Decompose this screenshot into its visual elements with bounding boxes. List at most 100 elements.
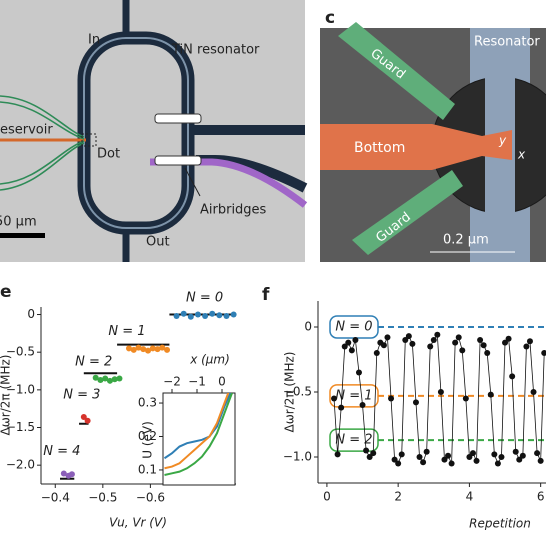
reference-label: N = 0 — [335, 320, 372, 335]
inset-lines — [163, 393, 233, 476]
guard — [352, 170, 463, 255]
point — [135, 344, 142, 351]
y-tick-label: −1.0 — [283, 450, 312, 464]
resonator-center — [83, 37, 189, 229]
label: Dot — [97, 147, 120, 162]
point — [405, 333, 412, 340]
scale-label: 0.2 μm — [443, 233, 489, 248]
point — [416, 454, 423, 460]
point — [445, 452, 452, 459]
line — [164, 393, 230, 470]
point — [441, 456, 448, 463]
point — [209, 310, 216, 317]
point — [412, 399, 419, 406]
arrow — [184, 167, 201, 197]
point — [427, 343, 434, 350]
point — [92, 374, 99, 381]
y-tick-label: −0.5 — [6, 345, 35, 359]
point — [159, 344, 166, 351]
point — [223, 313, 230, 320]
airbridge — [154, 113, 202, 124]
y-axis-label: Δωr/2π (MHz) — [283, 352, 297, 433]
point — [516, 456, 523, 463]
point — [477, 337, 484, 343]
point — [452, 339, 459, 346]
point — [164, 346, 171, 353]
point — [384, 334, 391, 341]
series-label: N = 2 — [75, 354, 112, 369]
label: x — [517, 148, 526, 162]
point — [60, 470, 67, 477]
sem-image: c Guard Resonator Bottom y x Guard 0.2 μ… — [320, 8, 546, 262]
reference-label: N = 1 — [335, 388, 372, 403]
point — [355, 369, 362, 376]
point — [334, 451, 341, 458]
point — [519, 452, 526, 459]
x-tick-label: −1 — [188, 375, 206, 389]
x-tick-label: −0.6 — [136, 491, 165, 505]
y-tick-label: −0.5 — [283, 385, 312, 399]
point — [68, 471, 75, 478]
point — [484, 350, 491, 356]
point — [509, 373, 516, 380]
series-label: N = 3 — [63, 387, 100, 402]
label: y — [498, 134, 507, 148]
y-tick-label: 0 — [27, 307, 35, 321]
point — [473, 457, 480, 464]
y-tick-label: −1.5 — [6, 420, 35, 434]
point — [145, 347, 152, 354]
point — [102, 375, 109, 382]
line — [164, 393, 233, 476]
point — [505, 335, 512, 342]
point — [434, 331, 441, 338]
point — [373, 350, 380, 356]
point — [537, 457, 544, 464]
line — [163, 393, 232, 460]
point — [341, 343, 348, 350]
point — [420, 459, 427, 466]
device-diagram: In TiN resonator eservoir Dot Airbridges… — [0, 0, 308, 262]
scale-bar — [0, 233, 45, 238]
label: TiN resonator — [171, 43, 260, 58]
point — [534, 450, 541, 457]
point — [338, 404, 345, 411]
guard-line — [0, 140, 85, 191]
panel-label: e — [0, 282, 12, 302]
point — [380, 342, 387, 349]
point — [180, 310, 187, 317]
point — [194, 311, 201, 318]
panel-label: f — [262, 285, 270, 305]
point — [173, 313, 180, 320]
point — [455, 334, 462, 341]
label: Bottom — [354, 140, 405, 156]
point — [230, 311, 237, 318]
point — [491, 451, 498, 458]
point — [526, 338, 533, 345]
point — [187, 313, 194, 320]
point — [388, 395, 395, 402]
point — [80, 413, 87, 420]
point — [523, 343, 530, 350]
x-tick-label: 4 — [466, 490, 474, 504]
point — [430, 337, 437, 343]
point — [487, 391, 494, 398]
point — [494, 460, 501, 467]
gate-line — [150, 158, 308, 208]
x-tick-label: −0.4 — [41, 491, 70, 505]
point — [97, 377, 104, 384]
x-tick-label: 6 — [537, 490, 545, 504]
point — [541, 350, 546, 356]
label: Resonator — [474, 35, 540, 50]
x-axis-label: Repetition — [469, 517, 531, 531]
label: In — [88, 33, 100, 48]
label: Out — [146, 235, 170, 250]
point — [363, 447, 370, 454]
point — [84, 417, 91, 424]
guard — [338, 22, 455, 120]
point — [348, 347, 355, 354]
point — [149, 345, 156, 352]
airbridge — [154, 155, 202, 166]
point — [498, 454, 505, 460]
